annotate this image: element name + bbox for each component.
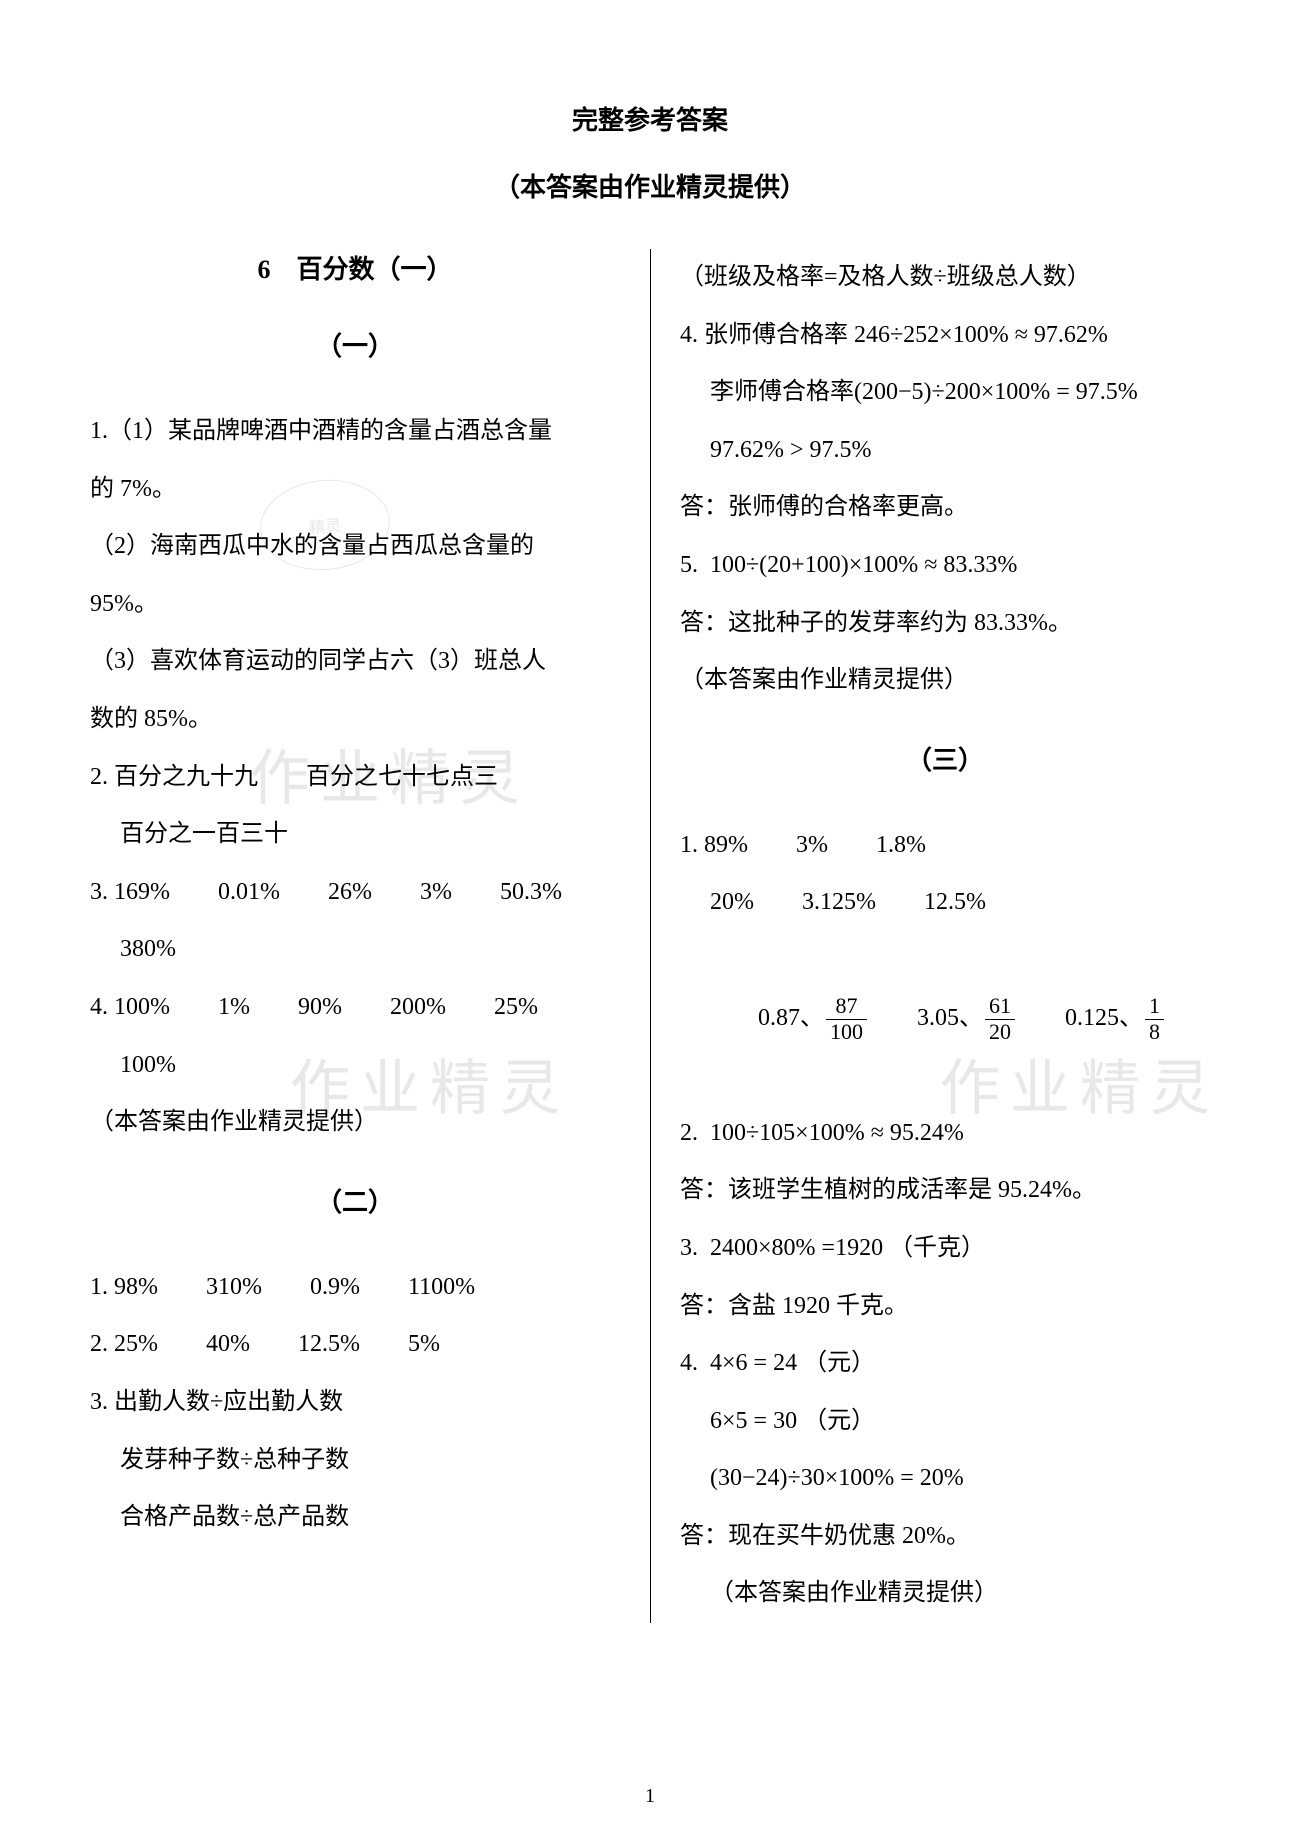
text-line: 答：该班学生植树的成活率是 95.24%。	[680, 1162, 1210, 1220]
text-line: 5. 100÷(20+100)×100% ≈ 83.33%	[680, 537, 1210, 595]
page-number: 1	[645, 1785, 655, 1808]
chapter-title: 6 百分数（一）	[90, 249, 620, 286]
denominator: 20	[985, 1020, 1015, 1044]
text-segment: 0.87、	[758, 1005, 824, 1031]
text-line: 4. 4×6 = 24 （元）	[680, 1335, 1210, 1393]
text-line: 3. 169% 0.01% 26% 3% 50.3%	[90, 864, 620, 922]
text-line: 的 7%。	[90, 461, 620, 519]
text-line: 百分之一百三十	[90, 806, 620, 864]
text-line: 4. 张师傅合格率 246÷252×100% ≈ 97.62%	[680, 307, 1210, 365]
text-line: 答：张师傅的合格率更高。	[680, 479, 1210, 537]
text-line: （本答案由作业精灵提供）	[680, 1565, 1210, 1623]
section-header: （一）	[90, 326, 620, 363]
numerator: 1	[1145, 994, 1164, 1019]
text-line: 95%。	[90, 576, 620, 634]
text-line: 数的 85%。	[90, 691, 620, 749]
text-line: （本答案由作业精灵提供）	[680, 652, 1210, 710]
text-segment: 3.05、	[869, 1005, 983, 1031]
text-line: 发芽种子数÷总种子数	[90, 1432, 620, 1490]
fraction: 6120	[985, 994, 1015, 1043]
text-line: 2. 百分之九十九 百分之七十七点三	[90, 749, 620, 807]
text-line: 100%	[90, 1037, 620, 1095]
text-line: 2. 100÷105×100% ≈ 95.24%	[680, 1105, 1210, 1163]
fraction: 87100	[826, 994, 867, 1043]
numerator: 87	[826, 994, 867, 1019]
text-line: 380%	[90, 921, 620, 979]
text-line: 6×5 = 30 （元）	[680, 1393, 1210, 1451]
text-line: 3. 2400×80% =1920 （千克）	[680, 1220, 1210, 1278]
text-line: 1. 89% 3% 1.8%	[680, 817, 1210, 875]
section-header: （三）	[680, 740, 1210, 777]
text-line: （2）海南西瓜中水的含量占西瓜总含量的	[90, 518, 620, 576]
text-line: 答：这批种子的发芽率约为 83.33%。	[680, 595, 1210, 653]
text-line: 2. 25% 40% 12.5% 5%	[90, 1316, 620, 1374]
denominator: 100	[826, 1020, 867, 1044]
text-line: 1.（1）某品牌啤酒中酒精的含量占酒总含量	[90, 403, 620, 461]
text-line: 1. 98% 310% 0.9% 1100%	[90, 1259, 620, 1317]
text-line: 4. 100% 1% 90% 200% 25%	[90, 979, 620, 1037]
page-title: 完整参考答案	[90, 100, 1210, 137]
text-line: （本答案由作业精灵提供）	[90, 1094, 620, 1152]
page-subtitle: （本答案由作业精灵提供）	[90, 167, 1210, 204]
text-line: 答：现在买牛奶优惠 20%。	[680, 1508, 1210, 1566]
denominator: 8	[1145, 1020, 1164, 1044]
text-line: 合格产品数÷总产品数	[90, 1489, 620, 1547]
text-line: 3. 出勤人数÷应出勤人数	[90, 1374, 620, 1432]
text-line: 97.62% > 97.5%	[680, 422, 1210, 480]
text-line: 答：含盐 1920 千克。	[680, 1278, 1210, 1336]
numerator: 61	[985, 994, 1015, 1019]
text-line: 20% 3.125% 12.5%	[680, 874, 1210, 932]
left-column: 6 百分数（一） （一） 1.（1）某品牌啤酒中酒精的含量占酒总含量 的 7%。…	[90, 249, 650, 1623]
text-line: （班级及格率=及格人数÷班级总人数）	[680, 249, 1210, 307]
text-line: 李师傅合格率(200−5)÷200×100% = 97.5%	[680, 364, 1210, 422]
text-line: (30−24)÷30×100% = 20%	[680, 1450, 1210, 1508]
text-line: 0.87、87100 3.05、6120 0.125、18	[680, 932, 1210, 1105]
section-header: （二）	[90, 1182, 620, 1219]
fraction: 18	[1145, 994, 1164, 1043]
column-divider	[650, 249, 651, 1623]
text-line: （3）喜欢体育运动的同学占六（3）班总人	[90, 633, 620, 691]
right-column: （班级及格率=及格人数÷班级总人数） 4. 张师傅合格率 246÷252×100…	[650, 249, 1210, 1623]
text-segment: 0.125、	[1017, 1005, 1143, 1031]
